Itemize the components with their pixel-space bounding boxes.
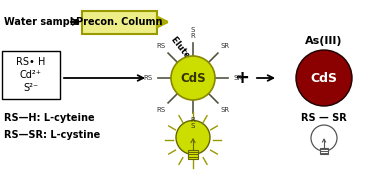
Text: CdS: CdS: [310, 71, 338, 84]
Text: RS: RS: [143, 75, 152, 81]
Text: CdS: CdS: [180, 71, 206, 84]
Text: +: +: [234, 69, 249, 87]
Text: RS — SR: RS — SR: [301, 113, 347, 123]
Circle shape: [311, 125, 337, 151]
FancyBboxPatch shape: [82, 11, 156, 33]
Text: As(III): As(III): [305, 36, 343, 46]
Bar: [188, 150, 198, 159]
Text: Eluted As(V): Eluted As(V): [169, 35, 213, 87]
Text: RS—SR: L-cystine: RS—SR: L-cystine: [4, 130, 100, 140]
Text: S
R: S R: [191, 27, 195, 39]
Text: RS: RS: [156, 43, 166, 49]
Text: RS—H: L-cyteine: RS—H: L-cyteine: [4, 113, 94, 123]
Text: Cd²⁺: Cd²⁺: [20, 70, 42, 80]
Text: S²⁻: S²⁻: [23, 83, 39, 93]
Text: Water sample: Water sample: [4, 17, 80, 27]
Text: RS: RS: [156, 107, 166, 113]
Text: Precon. Column: Precon. Column: [76, 17, 162, 27]
Circle shape: [171, 56, 215, 100]
FancyBboxPatch shape: [2, 51, 60, 99]
Text: SR: SR: [220, 107, 229, 113]
Text: R
S: R S: [191, 117, 195, 129]
Text: SR: SR: [220, 43, 229, 49]
Circle shape: [176, 120, 210, 155]
Bar: [320, 148, 328, 154]
Text: RS• H: RS• H: [16, 57, 46, 67]
Text: SR: SR: [234, 75, 243, 81]
Circle shape: [296, 50, 352, 106]
